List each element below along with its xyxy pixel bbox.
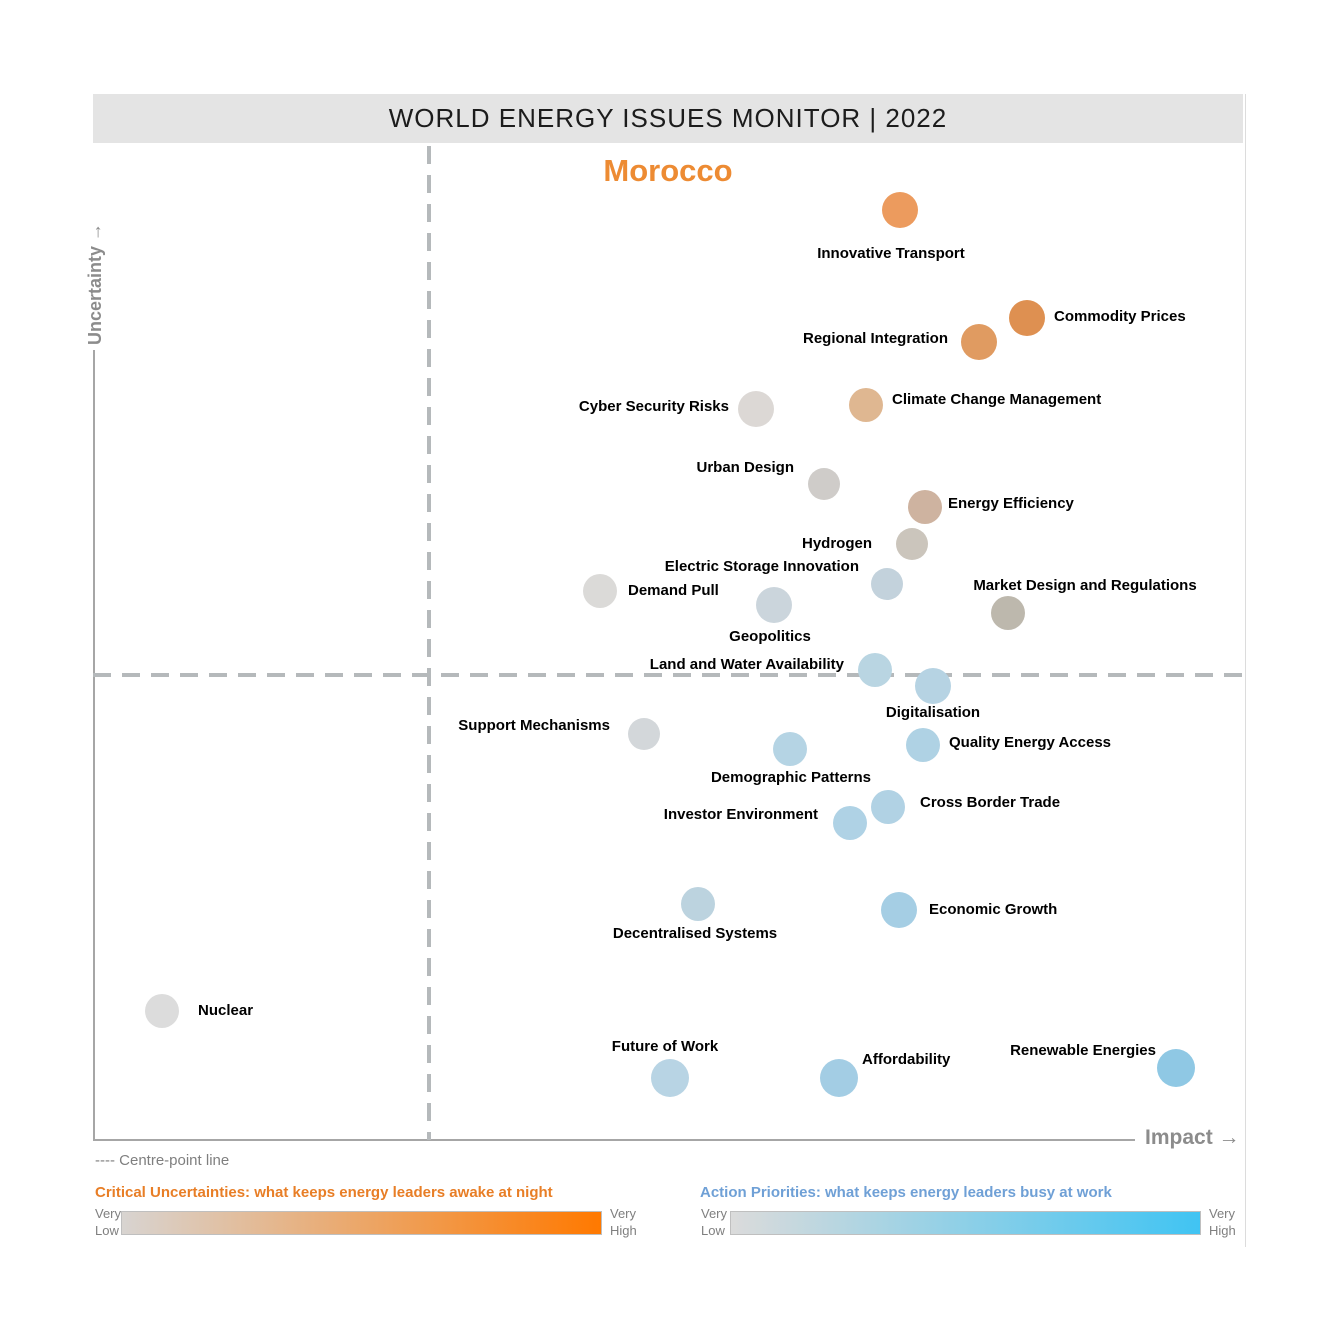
bubble-label-quality-energy-access: Quality Energy Access bbox=[949, 734, 1112, 751]
bubble-climate-change-management bbox=[849, 388, 883, 422]
bubble-future-of-work bbox=[651, 1059, 689, 1097]
bubble-label-hydrogen: Hydrogen bbox=[801, 535, 872, 552]
bubble-land-and-water-availability bbox=[858, 653, 892, 687]
bubble-quality-energy-access bbox=[906, 728, 940, 762]
right-border-line bbox=[1245, 94, 1246, 1247]
y-axis-line bbox=[93, 350, 95, 1140]
bubble-label-digitalisation: Digitalisation bbox=[885, 704, 981, 721]
y-axis-label-uncertainty: Uncertainty → bbox=[85, 222, 105, 345]
bubble-label-demographic-patterns: Demographic Patterns bbox=[710, 769, 872, 786]
bubble-decentralised-systems bbox=[681, 887, 715, 921]
critical-legend-title: Critical Uncertainties: what keeps energ… bbox=[95, 1184, 553, 1201]
action-gradient-bar bbox=[730, 1211, 1201, 1235]
bubble-affordability bbox=[820, 1059, 858, 1097]
bubble-label-geopolitics: Geopolitics bbox=[729, 628, 811, 645]
bubble-label-cyber-security-risks: Cyber Security Risks bbox=[578, 398, 729, 415]
centre-point-line-horizontal bbox=[93, 673, 1243, 677]
bubble-renewable-energies bbox=[1157, 1049, 1195, 1087]
bubble-label-urban-design: Urban Design bbox=[696, 459, 794, 476]
bubble-energy-efficiency bbox=[908, 490, 942, 524]
critical-scale-low-label: Very Low bbox=[95, 1206, 122, 1238]
x-axis-label-impact: Impact → bbox=[1145, 1126, 1240, 1149]
bubble-label-demand-pull: Demand Pull bbox=[628, 582, 719, 599]
bubble-investor-environment bbox=[833, 806, 867, 840]
bubble-regional-integration bbox=[961, 324, 997, 360]
title-banner: WORLD ENERGY ISSUES MONITOR | 2022 bbox=[93, 94, 1243, 143]
bubble-label-land-and-water-availability: Land and Water Availability bbox=[649, 656, 844, 673]
bubble-nuclear bbox=[145, 994, 179, 1028]
critical-scale-high-label: Very High bbox=[610, 1206, 637, 1238]
bubble-label-economic-growth: Economic Growth bbox=[929, 901, 1058, 918]
x-axis-line bbox=[93, 1139, 1135, 1141]
bubble-label-renewable-energies: Renewable Energies bbox=[1010, 1042, 1156, 1059]
bubble-demographic-patterns bbox=[773, 732, 807, 766]
bubble-hydrogen bbox=[896, 528, 928, 560]
bubble-label-decentralised-systems: Decentralised Systems bbox=[612, 925, 778, 942]
centre-point-legend-note: ---- Centre-point line bbox=[95, 1152, 230, 1169]
country-title: Morocco bbox=[603, 153, 733, 188]
bubble-label-support-mechanisms: Support Mechanisms bbox=[458, 717, 610, 734]
bubble-label-cross-border-trade: Cross Border Trade bbox=[920, 794, 1061, 811]
bubble-label-commodity-prices: Commodity Prices bbox=[1054, 308, 1186, 325]
bubble-support-mechanisms bbox=[628, 718, 660, 750]
bubble-geopolitics bbox=[756, 587, 792, 623]
bubble-label-electric-storage-innovation: Electric Storage Innovation bbox=[664, 558, 859, 575]
bubble-cyber-security-risks bbox=[738, 391, 774, 427]
centre-point-line-vertical bbox=[427, 146, 431, 1140]
bubble-economic-growth bbox=[881, 892, 917, 928]
critical-gradient-bar bbox=[121, 1211, 602, 1235]
action-legend-title: Action Priorities: what keeps energy lea… bbox=[700, 1184, 1112, 1201]
bubble-cross-border-trade bbox=[871, 790, 905, 824]
page-title: WORLD ENERGY ISSUES MONITOR | 2022 bbox=[388, 103, 948, 133]
bubble-label-regional-integration: Regional Integration bbox=[802, 330, 948, 347]
bubble-label-nuclear: Nuclear bbox=[198, 1002, 254, 1019]
bubble-commodity-prices bbox=[1009, 300, 1045, 336]
bubble-electric-storage-innovation bbox=[871, 568, 903, 600]
bubble-demand-pull bbox=[583, 574, 617, 608]
action-scale-high-label: Very High bbox=[1209, 1206, 1236, 1238]
bubble-market-design-and-regulations bbox=[991, 596, 1025, 630]
bubble-label-future-of-work: Future of Work bbox=[611, 1038, 719, 1055]
bubble-digitalisation bbox=[915, 668, 951, 704]
action-scale-low-label: Very Low bbox=[701, 1206, 728, 1238]
bubble-label-energy-efficiency: Energy Efficiency bbox=[948, 495, 1074, 512]
bubble-label-climate-change-management: Climate Change Management bbox=[892, 391, 1102, 408]
bubble-label-innovative-transport: Innovative Transport bbox=[817, 245, 965, 262]
bubble-label-investor-environment: Investor Environment bbox=[663, 806, 818, 823]
bubble-label-market-design-and-regulations: Market Design and Regulations bbox=[973, 577, 1197, 594]
bubble-innovative-transport bbox=[882, 192, 918, 228]
bubble-urban-design bbox=[808, 468, 840, 500]
bubble-label-affordability: Affordability bbox=[862, 1051, 951, 1068]
